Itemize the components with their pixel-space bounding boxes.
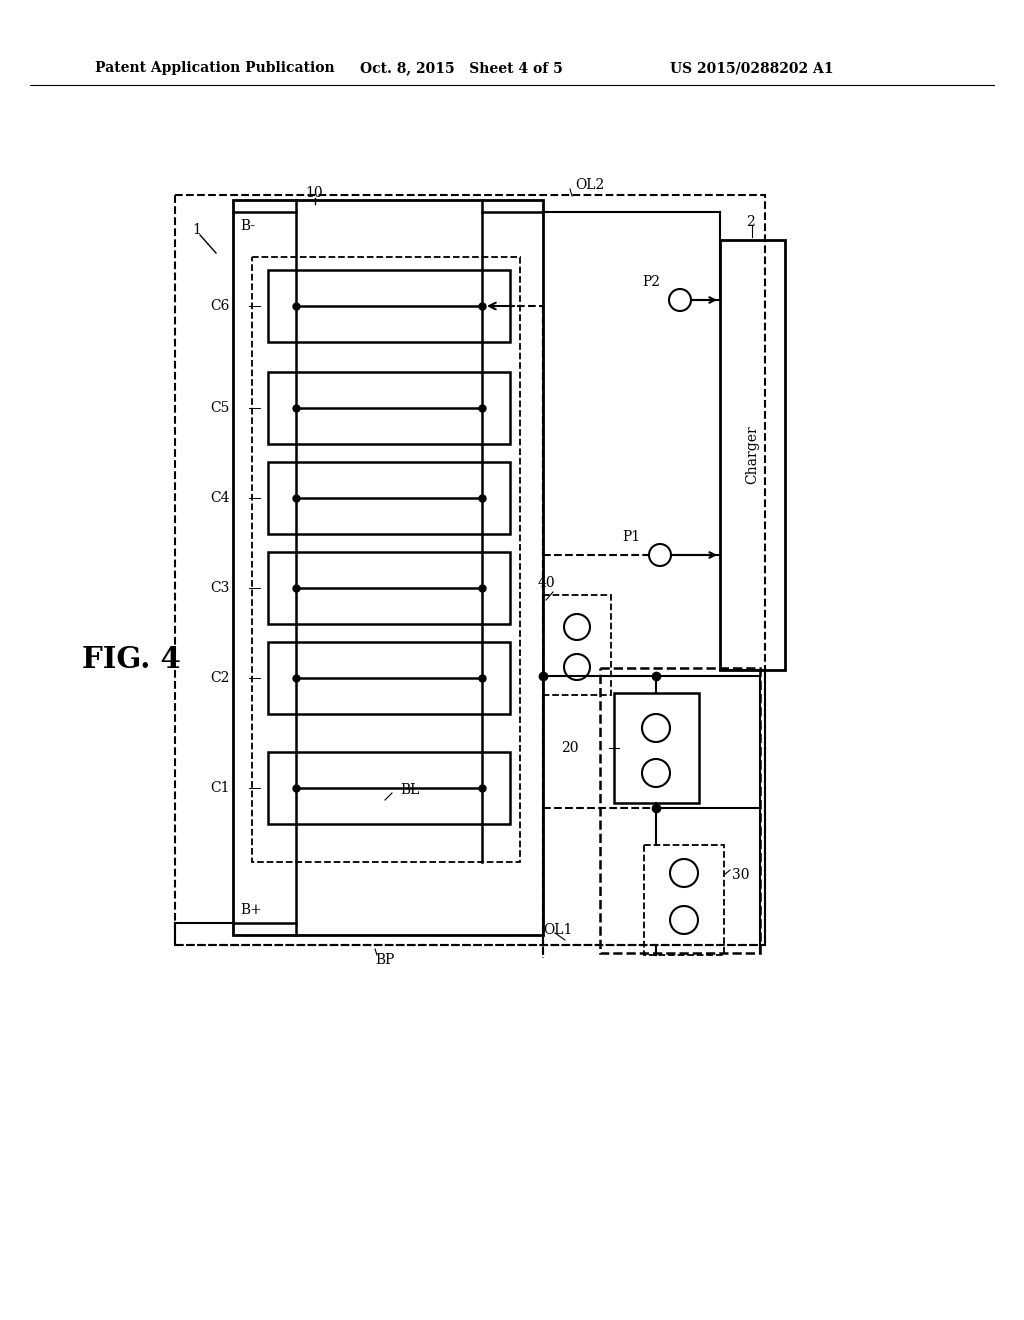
Bar	[252, 257, 520, 862]
Text: 20: 20	[561, 741, 579, 755]
Bar	[268, 372, 510, 444]
Bar	[720, 240, 785, 671]
Text: BL: BL	[400, 783, 420, 797]
Text: C1: C1	[211, 781, 230, 795]
Text: OL1: OL1	[543, 923, 572, 937]
Bar	[268, 752, 510, 824]
Text: C3: C3	[211, 581, 230, 595]
Text: B+: B+	[240, 903, 262, 917]
Bar	[268, 462, 510, 535]
Bar	[644, 845, 724, 954]
Text: C5: C5	[211, 401, 230, 414]
Text: Charger: Charger	[745, 425, 759, 484]
Text: 10: 10	[305, 186, 323, 201]
Text: 30: 30	[732, 869, 750, 882]
Bar	[175, 195, 765, 945]
Text: B-: B-	[240, 219, 255, 234]
Bar	[268, 552, 510, 624]
Bar	[233, 201, 543, 935]
Text: Patent Application Publication: Patent Application Publication	[95, 61, 335, 75]
Text: US 2015/0288202 A1: US 2015/0288202 A1	[670, 61, 834, 75]
Text: C4: C4	[211, 491, 230, 506]
Text: P2: P2	[642, 275, 660, 289]
Text: C2: C2	[211, 671, 230, 685]
Text: FIG. 4: FIG. 4	[82, 645, 181, 675]
Text: Oct. 8, 2015   Sheet 4 of 5: Oct. 8, 2015 Sheet 4 of 5	[360, 61, 563, 75]
Bar	[268, 642, 510, 714]
Text: OL2: OL2	[575, 178, 604, 191]
Text: C6: C6	[211, 300, 230, 313]
Bar	[543, 595, 611, 696]
Bar	[614, 693, 699, 803]
Bar	[268, 271, 510, 342]
Text: 1: 1	[193, 223, 201, 238]
Text: P1: P1	[622, 531, 640, 544]
Bar	[600, 668, 760, 953]
Text: BP: BP	[375, 953, 394, 968]
Text: 2: 2	[745, 215, 755, 228]
Text: 40: 40	[538, 576, 556, 590]
